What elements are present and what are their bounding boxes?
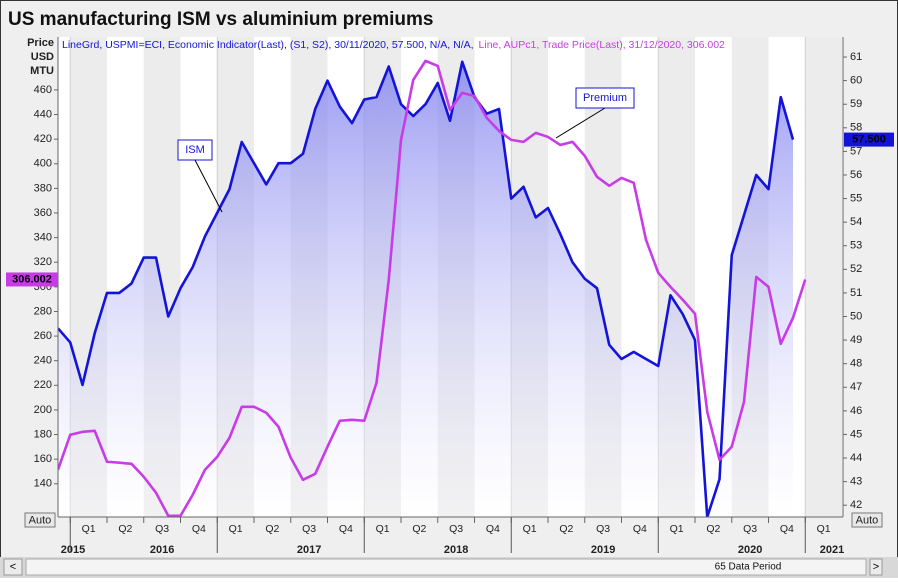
y2-tick-label: 57 [850,145,862,157]
x-tick-label: Q1 [82,523,96,535]
y2-tick-label: 53 [850,240,862,252]
x-tick-label: Q3 [449,523,463,535]
y2-tick-label: 42 [850,499,862,511]
x-axis-bg [58,537,843,555]
last-value-label: 57.500 [852,134,886,146]
x-year-label: 2017 [297,544,321,556]
y2-tick-label: 50 [850,310,862,322]
callout-box [575,87,635,109]
callout-label: ISM [185,144,205,156]
x-tick-label: Q2 [706,523,720,535]
y-tick-label: 380 [34,182,52,194]
x-tick-label: Q4 [633,523,647,535]
data-period: 65 Data Period [715,562,782,573]
last-value-label: 306.002 [12,273,52,285]
auto-button[interactable] [24,512,56,528]
y2-tick-label: 48 [850,358,862,370]
y2-tick-label: 47 [850,381,862,393]
x-tick-label: Q3 [596,523,610,535]
x-tick-label: Q2 [265,523,279,535]
x-tick-label: Q4 [339,523,353,535]
x-tick-label: Q2 [559,523,573,535]
x-tick-label: Q1 [817,523,831,535]
x-year-label: 2015 [61,544,85,556]
x-tick-label: Q3 [302,523,316,535]
quarter-band [805,37,842,517]
scroll-arrow[interactable]: > [873,561,879,573]
y2-tick-label: 44 [850,452,862,464]
y-tick-label: 400 [34,158,52,170]
scroll-left[interactable] [3,558,23,576]
y-tick-label: 360 [34,207,52,219]
x-tick-label: Q1 [376,523,390,535]
y2-tick-label: 46 [850,405,862,417]
axis-label: USD [31,51,54,63]
y-tick-label: 240 [34,355,52,367]
y-tick-label: 160 [34,453,52,465]
auto-label[interactable]: Auto [856,514,879,526]
axis-label: Price [27,37,54,49]
x-year-label: 2016 [150,544,174,556]
x-tick-label: Q1 [670,523,684,535]
legend-entry: LineGrd, USPMI=ECI, Economic Indicator(L… [62,39,474,51]
y2-tick-label: 51 [850,287,862,299]
area [58,61,793,517]
y-tick-label: 420 [34,133,52,145]
y-tick-label: 460 [34,84,52,96]
x-tick-label: Q1 [229,523,243,535]
line [58,60,795,517]
x-year-label: 2020 [738,544,762,556]
x-tick-label: Q1 [523,523,537,535]
y-tick-label: 340 [34,232,52,244]
y-tick-label: 200 [34,404,52,416]
y-tick-label: 180 [34,428,52,440]
chart-title: US manufacturing ISM vs aluminium premiu… [8,9,433,30]
y2-tick-label: 45 [850,428,862,440]
y2-tick-label: 49 [850,334,862,346]
auto-label[interactable]: Auto [29,514,52,526]
last-value-tag [6,272,58,287]
scroll-right[interactable] [869,558,883,576]
x-year-label: 2018 [444,544,468,556]
axis-label: MTU [30,65,54,77]
x-tick-label: Q2 [118,523,132,535]
scroll-thumb[interactable] [25,558,867,576]
y2-tick-label: 61 [850,51,862,63]
y2-tick-label: 54 [850,216,862,228]
y-tick-label: 140 [34,478,52,490]
y2-tick-label: 58 [850,122,862,134]
y-tick-label: 220 [34,379,52,391]
x-tick-label: Q3 [155,523,169,535]
x-tick-label: Q4 [192,523,206,535]
callout-leader [194,159,223,213]
y2-tick-label: 56 [850,169,862,181]
y-tick-label: 320 [34,256,52,268]
legend-entry: Line, AUPc1, Trade Price(Last), 31/12/20… [479,39,725,51]
auto-button[interactable] [851,512,883,528]
x-year-label: 2019 [591,544,615,556]
scroll-arrow[interactable]: < [10,561,16,573]
callout-leader [555,107,606,139]
x-tick-label: Q4 [780,523,794,535]
y2-tick-label: 52 [850,263,862,275]
y-tick-label: 280 [34,305,52,317]
x-tick-label: Q4 [486,523,500,535]
line [58,59,807,517]
y2-tick-label: 60 [850,75,862,87]
last-value-tag [844,132,894,147]
y-tick-label: 440 [34,108,52,120]
callout-box [177,139,213,161]
x-tick-label: Q2 [412,523,426,535]
callout-label: Premium [583,92,627,104]
y2-tick-label: 59 [850,98,862,110]
y-tick-label: 260 [34,330,52,342]
x-year-label: 2021 [820,544,844,556]
y2-tick-label: 55 [850,192,862,204]
y2-tick-label: 43 [850,476,862,488]
x-tick-label: Q3 [743,523,757,535]
